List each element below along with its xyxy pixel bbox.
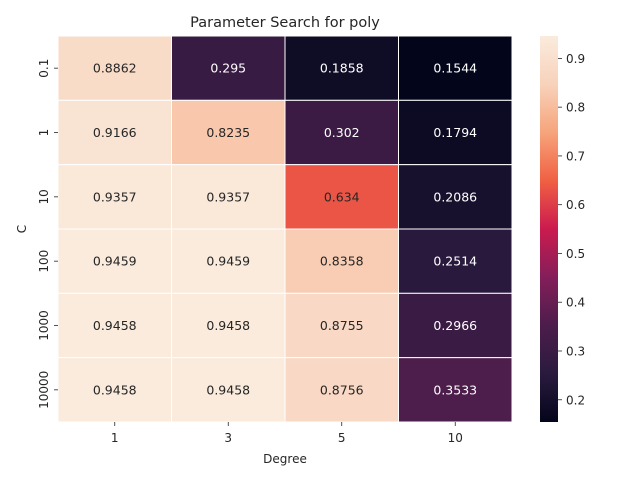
heatmap-cell bbox=[284, 292, 399, 359]
x-tick-label: 1 bbox=[111, 431, 119, 445]
cell-value-label: 0.9458 bbox=[206, 382, 250, 397]
chart-title: Parameter Search for poly bbox=[190, 15, 380, 31]
cell-value-label: 0.9357 bbox=[93, 189, 137, 204]
cell-value-label: 0.9357 bbox=[206, 189, 250, 204]
heatmap-cell bbox=[284, 357, 399, 423]
y-tick-label: 100 bbox=[37, 250, 51, 273]
colorbar-tick-label: 0.8 bbox=[566, 101, 585, 115]
y-tick-label: 10 bbox=[37, 189, 51, 204]
cell-value-label: 0.9458 bbox=[206, 318, 250, 333]
colorbar-ticks: 0.2 0.3 0.4 0.5 0.6 0.7 0.8 0.9 bbox=[558, 52, 585, 407]
heatmap-cell bbox=[57, 357, 172, 423]
cell-value-label: 0.9459 bbox=[206, 254, 250, 269]
y-tick-label: 0.1 bbox=[37, 59, 51, 78]
cell-value-label: 0.1794 bbox=[433, 125, 477, 140]
heatmap-cell bbox=[57, 292, 172, 359]
heatmap-cell bbox=[57, 99, 172, 166]
y-tick-label: 1 bbox=[37, 129, 51, 137]
heatmap-cell bbox=[171, 35, 286, 101]
cell-value-label: 0.8862 bbox=[93, 61, 137, 76]
x-tick-label: 10 bbox=[448, 431, 463, 445]
cell-value-label: 0.2086 bbox=[433, 189, 477, 204]
heatmap-cells bbox=[57, 35, 513, 423]
heatmap-cell bbox=[171, 99, 286, 166]
cell-value-label: 0.634 bbox=[324, 189, 360, 204]
colorbar-tick-label: 0.9 bbox=[566, 52, 585, 66]
heatmap-cell-labels: 0.8862 0.295 0.1858 0.1544 0.9166 0.8235 0.302… bbox=[93, 61, 477, 398]
cell-value-label: 0.9458 bbox=[93, 318, 137, 333]
cell-value-label: 0.2966 bbox=[433, 318, 477, 333]
cell-value-label: 0.9459 bbox=[93, 254, 137, 269]
cell-value-label: 0.9458 bbox=[93, 382, 137, 397]
x-axis-ticks: 1 3 5 10 bbox=[111, 422, 463, 445]
heatmap-cell bbox=[171, 292, 286, 359]
colorbar-tick-label: 0.3 bbox=[566, 344, 585, 358]
cell-value-label: 0.8358 bbox=[320, 254, 364, 269]
heatmap-cell bbox=[171, 228, 286, 294]
cell-value-label: 0.8756 bbox=[320, 382, 364, 397]
y-axis-ticks: 0.1 1 10 100 1000 10000 bbox=[37, 59, 58, 409]
colorbar-tick-label: 0.7 bbox=[566, 149, 585, 163]
cell-value-label: 0.302 bbox=[324, 125, 360, 140]
heatmap-cell bbox=[398, 164, 513, 230]
colorbar-tick-label: 0.5 bbox=[566, 247, 585, 261]
colorbar-tick-label: 0.6 bbox=[566, 198, 585, 212]
y-axis-label: C bbox=[15, 225, 29, 233]
heatmap-cell bbox=[398, 292, 513, 359]
colorbar bbox=[540, 36, 558, 422]
heatmap-cell bbox=[171, 164, 286, 230]
cell-value-label: 0.1858 bbox=[320, 61, 364, 76]
heatmap-cell bbox=[284, 35, 399, 101]
x-tick-label: 5 bbox=[338, 431, 346, 445]
heatmap-cell bbox=[398, 99, 513, 166]
y-tick-label: 10000 bbox=[37, 371, 51, 409]
cell-value-label: 0.9166 bbox=[93, 125, 137, 140]
heatmap-cell bbox=[398, 35, 513, 101]
heatmap-cell bbox=[398, 357, 513, 423]
cell-value-label: 0.2514 bbox=[433, 254, 477, 269]
y-tick-label: 1000 bbox=[37, 310, 51, 341]
cell-value-label: 0.1544 bbox=[433, 61, 477, 76]
colorbar-tick-label: 0.4 bbox=[566, 296, 585, 310]
x-tick-label: 3 bbox=[224, 431, 232, 445]
cell-value-label: 0.8235 bbox=[206, 125, 250, 140]
heatmap-cell bbox=[57, 35, 172, 101]
cell-value-label: 0.295 bbox=[210, 61, 246, 76]
cell-value-label: 0.8755 bbox=[320, 318, 364, 333]
heatmap-cell bbox=[398, 228, 513, 294]
x-axis-label: Degree bbox=[263, 452, 307, 466]
colorbar-tick-label: 0.2 bbox=[566, 393, 585, 407]
heatmap-cell bbox=[171, 357, 286, 423]
cell-value-label: 0.3533 bbox=[433, 382, 477, 397]
heatmap-cell bbox=[57, 228, 172, 294]
